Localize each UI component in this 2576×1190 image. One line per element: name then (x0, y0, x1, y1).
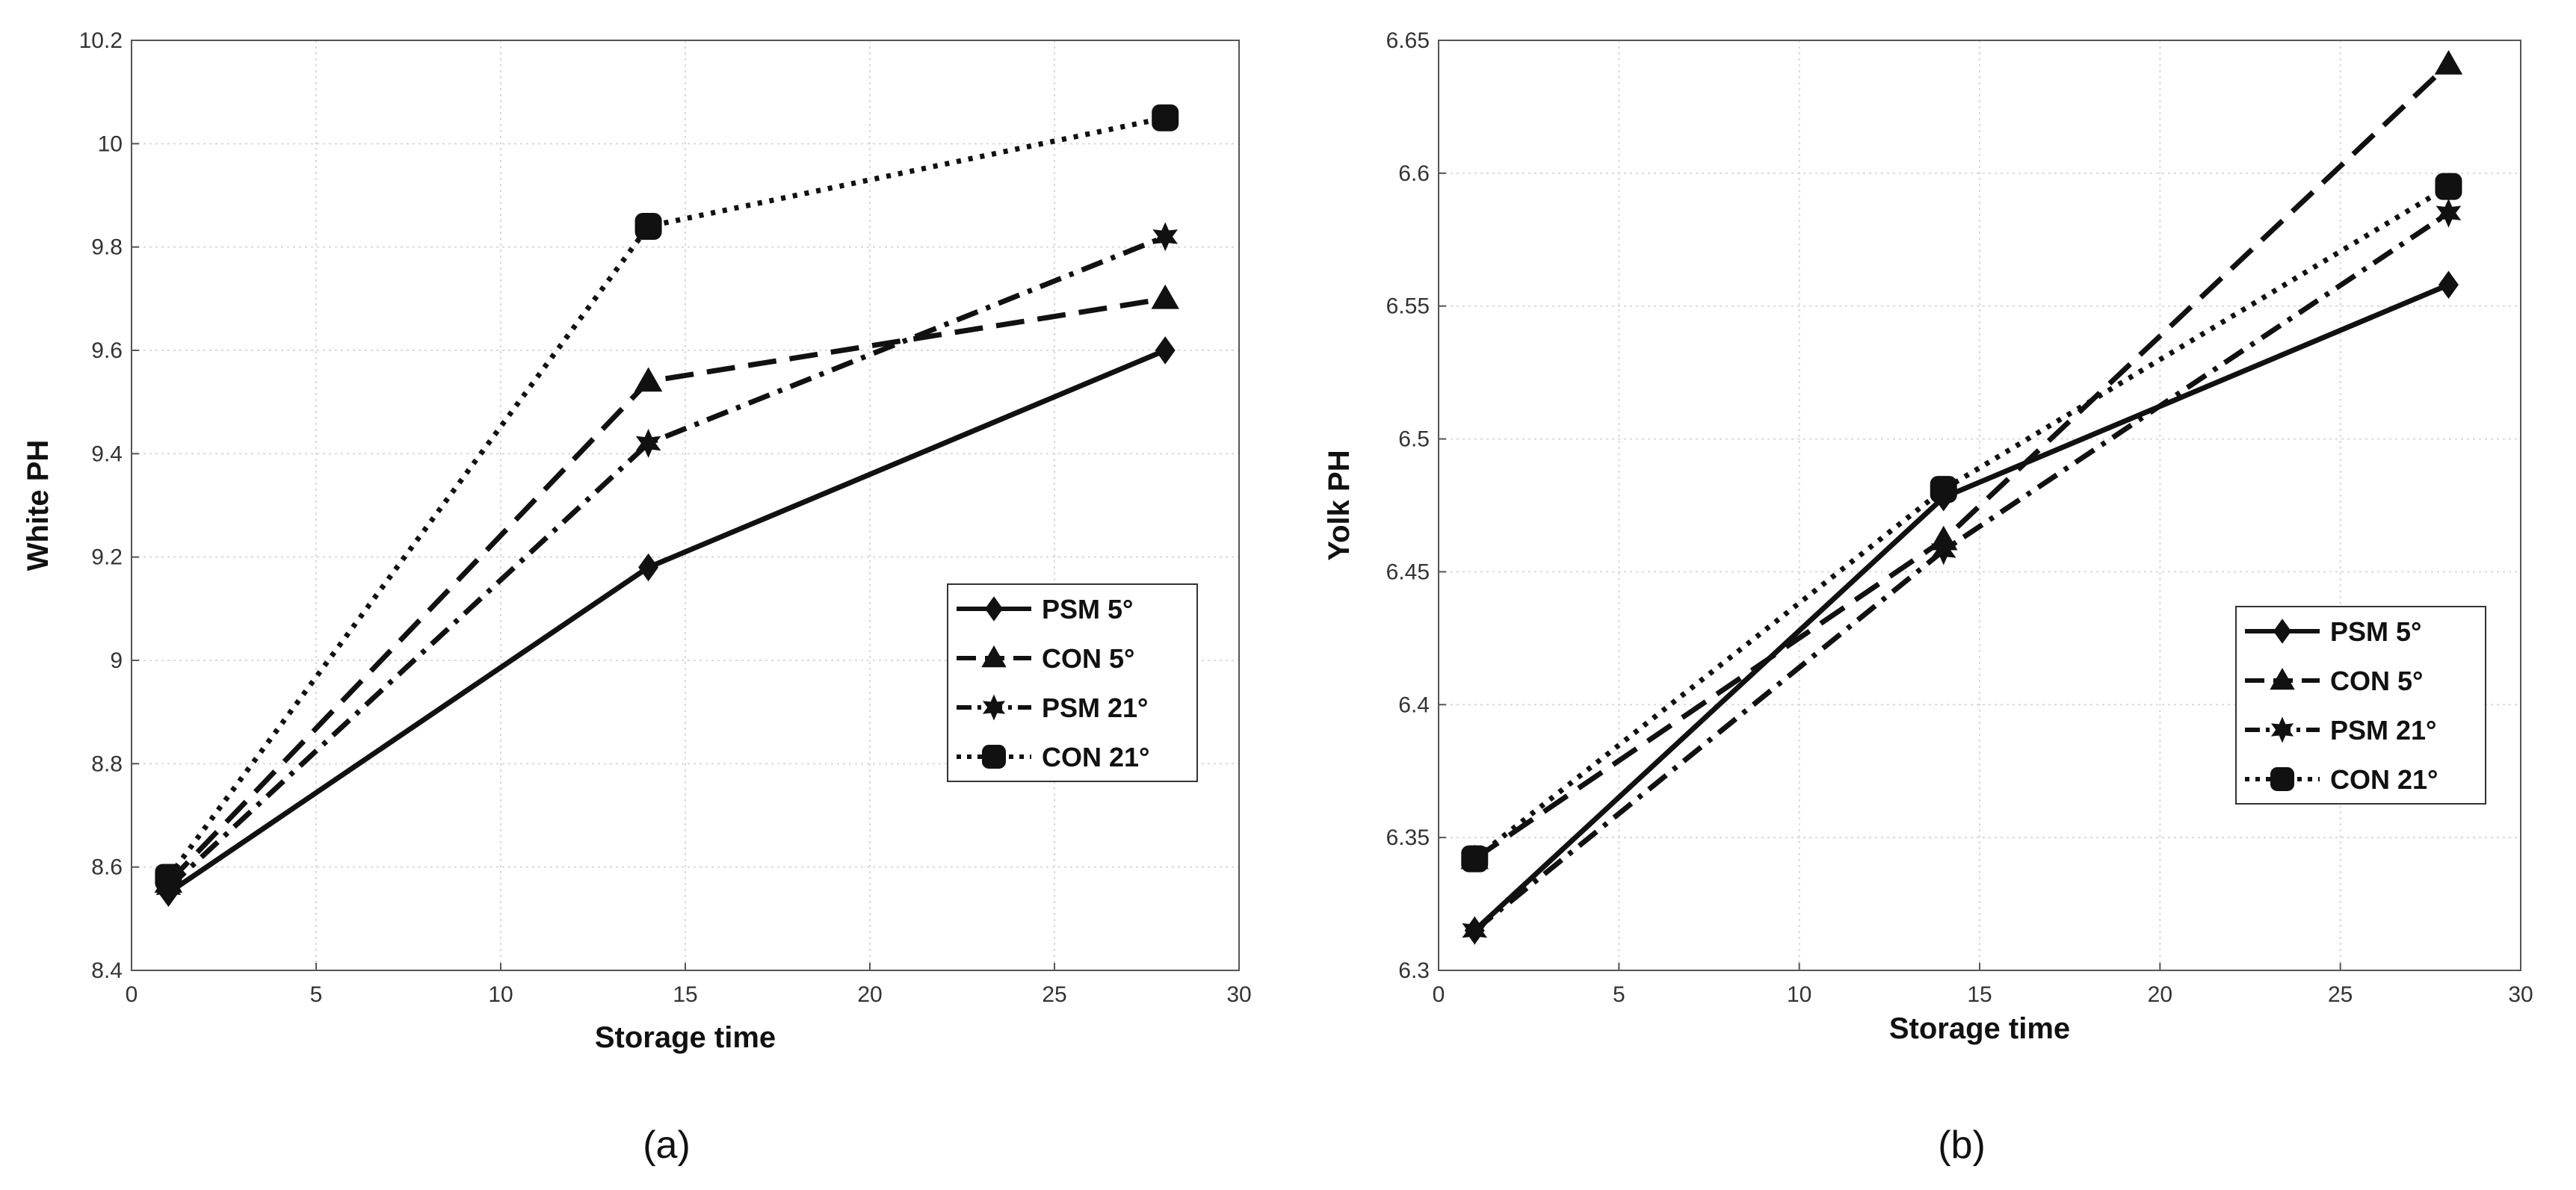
legend-label: PSM 5° (2330, 616, 2421, 647)
data-point-square (1152, 104, 1179, 131)
legend-marker-diamond (2273, 619, 2292, 644)
legend-marker-star (982, 694, 1006, 721)
x-tick-label: 15 (673, 982, 697, 1007)
x-axis-title: Storage time (595, 1021, 776, 1054)
y-tick-label: 10 (98, 131, 123, 156)
legend-marker-star (2270, 716, 2294, 743)
x-tick-label: 0 (126, 982, 138, 1007)
y-tick-label: 6.65 (1386, 28, 1430, 53)
panel-caption: (b) (1938, 1124, 1986, 1167)
data-point-square (1461, 845, 1489, 873)
y-tick-label: 9 (110, 648, 123, 673)
data-point-diamond (638, 553, 659, 582)
y-tick-label: 6.3 (1398, 958, 1430, 983)
data-point-star (1930, 536, 1956, 565)
x-tick-label: 20 (2148, 982, 2172, 1007)
data-point-star (635, 429, 661, 458)
data-point-triangle (2434, 49, 2463, 75)
legend: PSM 5° CON 5° PSM 21° CON 21° (2235, 606, 2486, 805)
legend-marker-diamond (984, 596, 1004, 622)
series-square (1461, 173, 2462, 873)
legend: PSM 5° CON 5° PSM 21° CON 21° (947, 583, 1198, 782)
data-point-star (1152, 222, 1179, 252)
x-tick-label: 30 (1226, 982, 1251, 1007)
legend-label: PSM 21° (1042, 692, 1148, 723)
plot-area (132, 40, 1239, 970)
y-tick-label: 6.4 (1398, 692, 1430, 717)
y-tick-label: 9.8 (91, 235, 123, 260)
y-tick-label: 8.8 (91, 752, 123, 776)
y-tick-label: 8.6 (91, 855, 123, 880)
legend-label: CON 5° (2330, 666, 2423, 696)
legend-marker-triangle (2270, 667, 2295, 690)
y-tick-label: 8.4 (91, 958, 123, 983)
y-tick-label: 6.5 (1398, 427, 1430, 452)
y-tick-label: 10.2 (79, 28, 123, 53)
legend-label: CON 5° (1042, 643, 1134, 674)
data-point-star (2436, 198, 2462, 228)
data-point-square (1930, 476, 1957, 503)
data-point-triangle (1151, 284, 1179, 309)
x-tick-label: 0 (1433, 982, 1445, 1007)
y-tick-label: 9.4 (91, 441, 123, 466)
x-tick-label: 20 (857, 982, 882, 1007)
x-tick-label: 25 (2328, 982, 2353, 1007)
data-point-diamond (2438, 270, 2459, 299)
data-point-star (1462, 916, 1488, 946)
chart-panel-b: 0 5 10 15 20 25 30 6.3 6.35 6.4 6.45 6.5 6.55 6.6 6.65… (1323, 28, 2533, 1167)
legend-label: PSM 21° (2330, 715, 2436, 746)
data-point-triangle (634, 367, 663, 392)
x-tick-label: 5 (310, 982, 323, 1007)
series-star (1462, 198, 2462, 946)
data-point-square (634, 213, 662, 240)
legend-marker-triangle (981, 645, 1007, 668)
series-line (166, 115, 1166, 879)
legend-label: PSM 5° (1042, 594, 1133, 625)
panel-caption: (a) (643, 1124, 691, 1167)
data-point-square (2435, 173, 2462, 200)
legend-label: CON 21° (2330, 764, 2438, 795)
series-square (155, 104, 1179, 891)
x-tick-label: 25 (1042, 982, 1066, 1007)
y-tick-label: 6.55 (1386, 294, 1430, 319)
legend-marker-square (982, 745, 1006, 769)
y-tick-label: 6.35 (1386, 825, 1430, 850)
y-tick-label: 6.6 (1398, 161, 1430, 186)
y-axis-title: White PH (22, 440, 55, 571)
y-tick-label: 6.45 (1386, 560, 1430, 584)
x-tick-label: 15 (1967, 982, 1992, 1007)
chart-panel-a: 0 5 10 15 20 25 30 8.4 8.6 8.8 9 9.2 9.4 9.6 9.8 10 10.2… (22, 28, 1252, 1167)
x-tick-label: 5 (1613, 982, 1625, 1007)
x-tick-label: 30 (2508, 982, 2533, 1007)
y-axis-title: Yolk PH (1323, 450, 1356, 560)
legend-label: CON 21° (1042, 742, 1149, 772)
legend-marker-square (2270, 767, 2294, 791)
x-tick-label: 10 (1787, 982, 1811, 1007)
data-point-square (155, 864, 182, 891)
y-tick-label: 9.6 (91, 338, 123, 363)
x-tick-label: 10 (488, 982, 513, 1007)
x-axis-title: Storage time (1889, 1012, 2070, 1045)
y-tick-label: 9.2 (91, 545, 123, 570)
data-point-diamond (1155, 336, 1176, 365)
